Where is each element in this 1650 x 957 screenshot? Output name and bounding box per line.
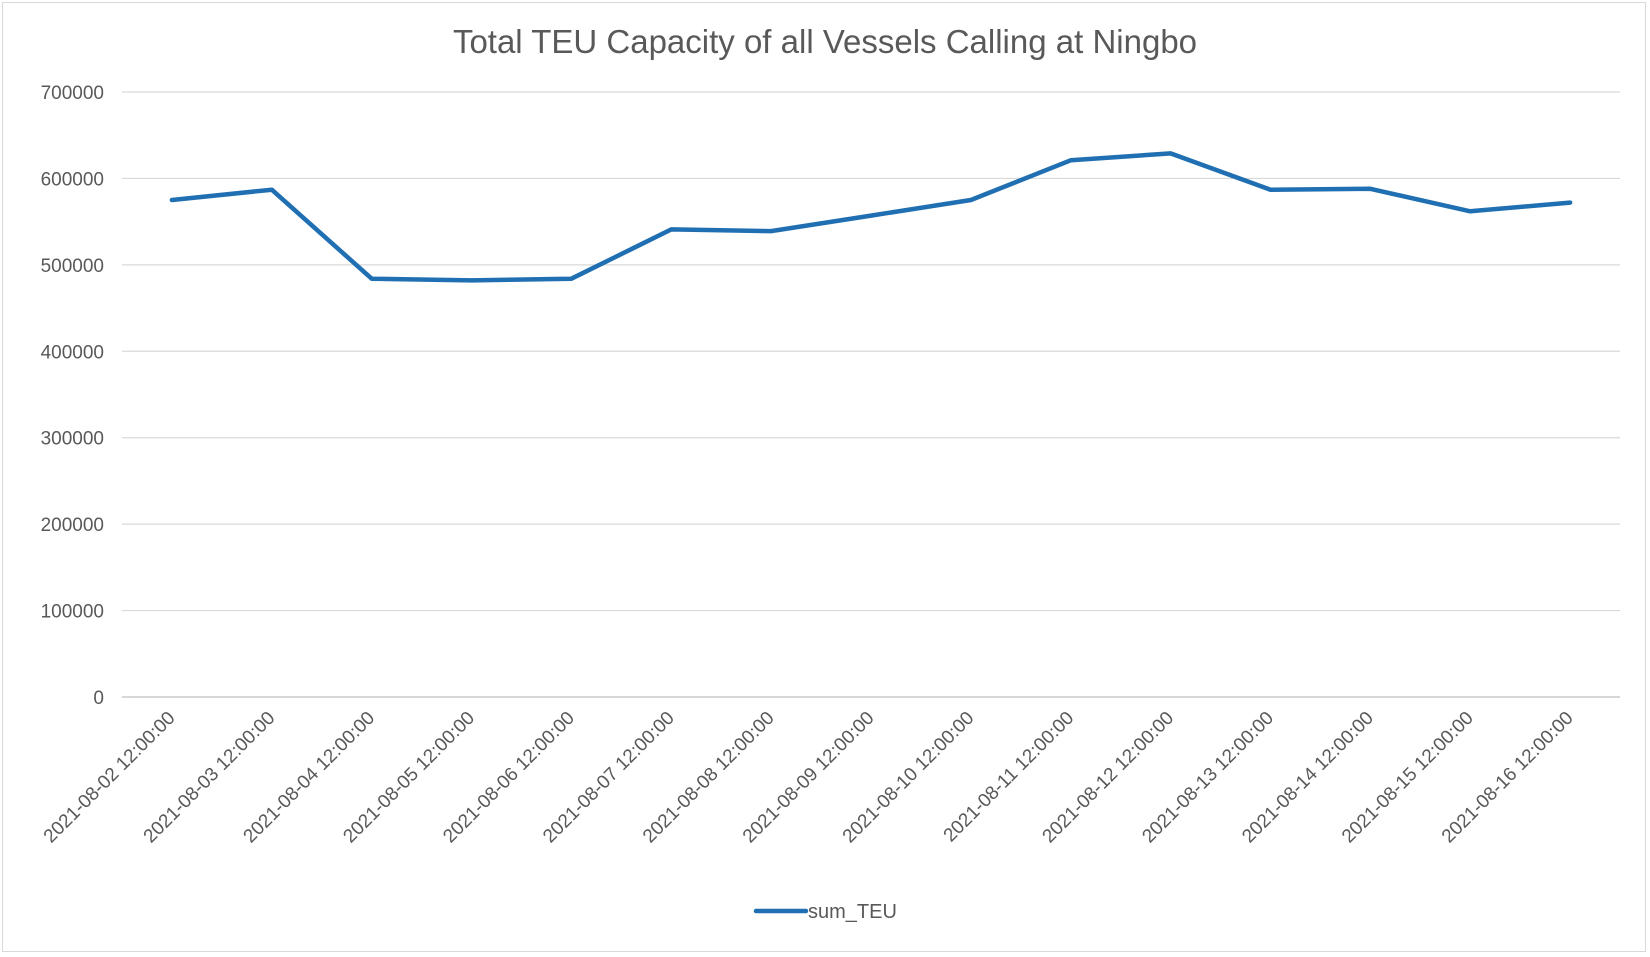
data-point xyxy=(869,213,873,218)
y-tick-label: 300000 xyxy=(41,429,104,450)
y-tick-label: 700000 xyxy=(41,83,104,104)
data-point xyxy=(1368,186,1373,191)
data-point xyxy=(1268,187,1273,192)
data-point xyxy=(1568,200,1573,205)
data-point xyxy=(469,278,474,283)
data-point xyxy=(169,198,174,202)
data-point xyxy=(968,198,973,202)
data-point xyxy=(769,229,774,234)
gridlines xyxy=(122,91,1620,698)
y-tick-label: 600000 xyxy=(41,169,104,190)
legend-label-sum-teu: sum_TEU xyxy=(808,901,897,923)
y-tick-label: 500000 xyxy=(41,256,104,277)
data-point xyxy=(369,276,374,281)
data-point xyxy=(269,187,274,192)
chart-title: Total TEU Capacity of all Vessels Callin… xyxy=(453,23,1197,60)
series-layer xyxy=(169,151,1573,283)
data-point xyxy=(669,227,674,232)
data-point xyxy=(569,276,574,281)
legend: sum_TEU xyxy=(753,901,897,923)
y-tick-label: 100000 xyxy=(41,602,104,623)
y-tick-label: 200000 xyxy=(41,515,104,536)
y-axis-ticks: 0 100000 200000 300000 400000 500000 600000 700… xyxy=(41,83,104,709)
data-point xyxy=(1468,209,1473,214)
data-point xyxy=(1168,151,1173,156)
y-tick-label: 400000 xyxy=(41,342,104,363)
y-tick-label: 0 xyxy=(93,688,104,709)
data-point xyxy=(1068,158,1073,163)
